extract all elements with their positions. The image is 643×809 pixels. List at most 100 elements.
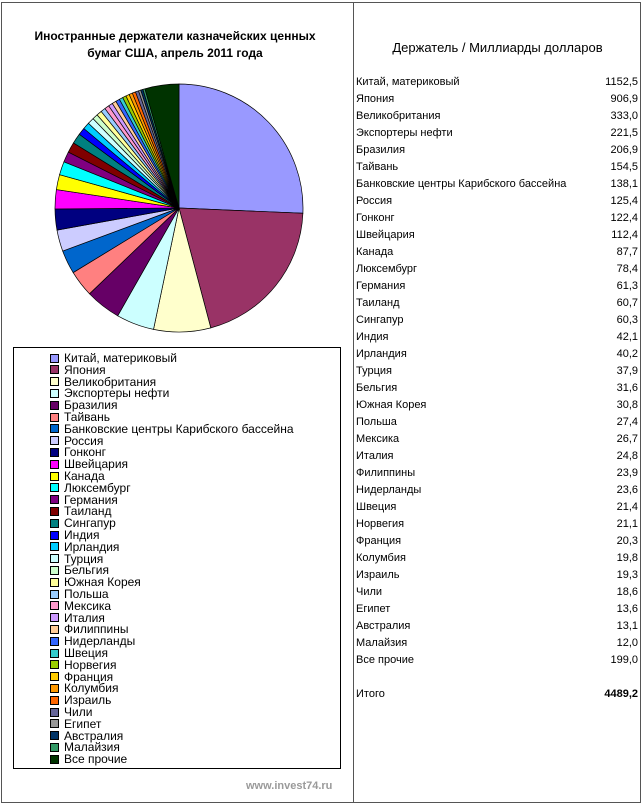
legend-swatch <box>50 542 59 552</box>
legend-item: Филиппины <box>50 623 128 635</box>
legend-label: Мексика <box>64 598 112 613</box>
legend-swatch <box>50 400 59 410</box>
table-cell-value: 26,7 <box>616 433 638 445</box>
legend-swatch <box>50 447 59 457</box>
legend-item: Норвегия <box>50 659 117 671</box>
table-row: Франция 20,3 <box>356 533 638 549</box>
table-row: Великобритания 333,0 <box>356 108 638 124</box>
table-cell-value: 19,8 <box>616 552 638 564</box>
legend-swatch <box>50 518 59 528</box>
table-cell-value: 42,1 <box>616 331 638 343</box>
table-cell-value: 19,3 <box>616 569 638 581</box>
legend-label: Экспортеры нефти <box>64 386 170 401</box>
legend-label: Россия <box>64 433 104 448</box>
legend-swatch <box>50 589 59 599</box>
legend-label: Израиль <box>64 693 112 708</box>
table-cell-holder: Все прочие <box>356 654 414 666</box>
legend-swatch <box>50 601 59 611</box>
legend-label: Египет <box>64 716 102 731</box>
legend-item: Япония <box>50 364 106 376</box>
legend-swatch <box>50 530 59 540</box>
legend-item: Швейцария <box>50 458 128 470</box>
table-cell-holder: Италия <box>356 450 394 462</box>
legend-label: Китай, материковый <box>64 351 177 365</box>
legend-swatch <box>50 554 59 564</box>
legend-label: Сингапур <box>64 516 116 531</box>
legend-item: Нидерланды <box>50 635 135 647</box>
legend-label: Банковские центры Карибского бассейна <box>64 421 294 436</box>
table-row: Сингапур 60,3 <box>356 312 638 328</box>
table-cell-value: 206,9 <box>610 144 638 156</box>
legend-swatch <box>50 754 59 764</box>
table-cell-value: 40,2 <box>616 348 638 360</box>
legend-swatch <box>50 412 59 422</box>
legend-item: Россия <box>50 435 103 447</box>
table-cell-value: 1152,5 <box>605 76 638 88</box>
legend-label: Ирландия <box>64 539 120 554</box>
table-row: Малайзия 12,0 <box>356 635 638 651</box>
table-row: Филиппины 23,9 <box>356 465 638 481</box>
pie-chart <box>54 83 304 333</box>
legend-item: Южная Корея <box>50 576 141 588</box>
legend-swatch <box>50 683 59 693</box>
table-row: Бельгия 31,6 <box>356 380 638 396</box>
legend-label: Колумбия <box>64 681 119 696</box>
table-cell-holder: Австралия <box>356 620 411 632</box>
legend-swatch <box>50 636 59 646</box>
legend-label: Филиппины <box>64 622 129 637</box>
table-cell-holder: Мексика <box>356 433 400 445</box>
chart-legend: Китай, материковый Япония Великобритания Эк… <box>13 347 341 769</box>
table-cell-holder: Великобритания <box>356 110 441 122</box>
table-cell-value: 21,1 <box>616 518 638 530</box>
legend-item: Малайзия <box>50 741 120 753</box>
table-cell-value: 199,0 <box>610 654 638 666</box>
table-cell-holder: Южная Корея <box>356 399 427 411</box>
table-cell-value: 18,6 <box>616 586 638 598</box>
table-cell-value: 61,3 <box>616 280 638 292</box>
legend-swatch <box>50 648 59 658</box>
table-cell-value: 333,0 <box>610 110 638 122</box>
table-row: Египет 13,6 <box>356 601 638 617</box>
table-cell-value: 221,5 <box>610 127 638 139</box>
table-cell-value: 60,7 <box>616 297 638 309</box>
table-cell-holder: Таиланд <box>356 297 400 309</box>
legend-item: Австралия <box>50 730 123 742</box>
table-row: Люксембург 78,4 <box>356 261 638 277</box>
table-header: Держатель / Миллиарды долларов <box>392 40 603 55</box>
legend-item: Канада <box>50 470 105 482</box>
legend-label: Швеция <box>64 646 108 660</box>
table-row: Германия 61,3 <box>356 278 638 294</box>
pie-slice-1 <box>178 207 304 329</box>
legend-item: Таиланд <box>50 505 111 517</box>
legend-label: Индия <box>64 528 100 542</box>
table-row: Китай, материковый 1152,5 <box>356 74 638 90</box>
table-cell-holder: Ирландия <box>356 348 407 360</box>
table-cell-holder: Люксембург <box>356 263 418 275</box>
legend-swatch <box>50 424 59 434</box>
legend-item: Германия <box>50 494 118 506</box>
table-cell-holder: Сингапур <box>356 314 404 326</box>
table-cell-holder: Канада <box>356 246 394 258</box>
table-cell-holder: Тайвань <box>356 161 399 173</box>
legend-label: Нидерланды <box>64 634 136 649</box>
pie-slice-0 <box>178 83 304 214</box>
table-row: Россия 125,4 <box>356 193 638 209</box>
table-cell-holder: Малайзия <box>356 637 408 649</box>
legend-item: Швеция <box>50 647 108 659</box>
table-row: Ирландия 40,2 <box>356 346 638 362</box>
table-row: Австралия 13,1 <box>356 618 638 634</box>
table-cell-holder: Филиппины <box>356 467 416 479</box>
legend-swatch <box>50 672 59 682</box>
table-row: Швеция 21,4 <box>356 499 638 515</box>
table-cell-value: 906,9 <box>610 93 638 105</box>
legend-item: Израиль <box>50 694 111 706</box>
table-row: Израиль 19,3 <box>356 567 638 583</box>
legend-item: Люксембург <box>50 482 131 494</box>
table-row: Мексика 26,7 <box>356 431 638 447</box>
legend-swatch <box>50 565 59 575</box>
table-cell-value: 23,9 <box>616 467 638 479</box>
legend-label: Великобритания <box>64 374 157 389</box>
legend-swatch <box>50 495 59 505</box>
legend-label: Все прочие <box>64 752 128 767</box>
